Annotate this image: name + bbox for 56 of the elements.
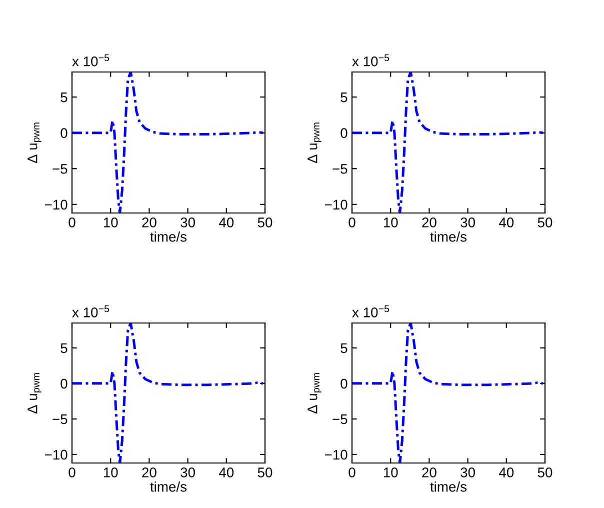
y-tick-label: −5 [52, 414, 68, 424]
y-tick-label: 5 [60, 343, 68, 354]
x-tick-label: 50 [258, 218, 272, 228]
line-series [72, 72, 264, 213]
text: x 10$^{−5}$ [352, 54, 390, 66]
x-tick-label: 20 [422, 218, 436, 228]
x-tick-label: 30 [180, 218, 195, 228]
x-tick-label: 0 [348, 218, 356, 228]
x-axis-title: time/s [150, 482, 187, 492]
x-tick-label: 10 [104, 218, 118, 228]
y-tick-label: 5 [340, 343, 348, 354]
x-tick-label: 40 [498, 218, 514, 228]
y-axis-title: Δ u$_{pwm}$ [308, 373, 322, 414]
y-tick-label: −5 [332, 164, 348, 174]
x-tick-label: 0 [68, 218, 76, 228]
text: x 10$^{−5}$ [72, 54, 110, 66]
y-tick-label: −10 [324, 200, 348, 210]
x-tick-label: 20 [422, 468, 436, 478]
x-tick-label: 30 [180, 468, 195, 478]
line-series [352, 72, 544, 213]
x-tick-label: 40 [218, 468, 234, 478]
y-tick-label: 5 [60, 92, 68, 102]
y-axis-title: Δ u$_{pwm}$ [308, 122, 322, 164]
y-tick-label: −10 [44, 450, 68, 460]
y-tick-label: −5 [332, 414, 348, 424]
y-tick-label: 0 [340, 378, 348, 389]
x-tick-label: 10 [104, 468, 118, 478]
x-tick-label: 20 [142, 218, 156, 228]
line-series [352, 323, 544, 463]
x-tick-label: 30 [460, 468, 475, 478]
y-tick-label: 0 [60, 128, 68, 138]
x-tick-label: 10 [384, 468, 398, 478]
y-axis-title: Δ u$_{pwm}$ [28, 122, 42, 164]
y-tick-label: 0 [340, 128, 348, 138]
line-series [72, 323, 264, 463]
y-tick-label: −10 [324, 450, 348, 460]
y-tick-label: −5 [52, 164, 68, 174]
x-tick-label: 50 [538, 218, 552, 228]
text: x 10$^{−5}$ [352, 305, 390, 318]
x-tick-label: 50 [258, 468, 272, 478]
y-tick-label: −10 [44, 200, 68, 210]
text: x 10$^{−5}$ [72, 305, 110, 318]
y-tick-label: 5 [340, 92, 348, 102]
x-tick-label: 0 [348, 468, 356, 478]
x-tick-label: 40 [218, 218, 234, 228]
x-axis-title: time/s [430, 482, 467, 492]
x-tick-label: 0 [68, 468, 76, 478]
y-axis-title: Δ u$_{pwm}$ [28, 373, 42, 414]
x-tick-label: 50 [538, 468, 552, 478]
x-tick-label: 40 [498, 468, 514, 478]
x-tick-label: 20 [142, 468, 156, 478]
x-tick-label: 30 [460, 218, 475, 228]
y-tick-label: 0 [60, 378, 68, 389]
x-axis-title: time/s [430, 232, 467, 242]
x-axis-title: time/s [150, 232, 187, 242]
x-tick-label: 10 [384, 218, 398, 228]
